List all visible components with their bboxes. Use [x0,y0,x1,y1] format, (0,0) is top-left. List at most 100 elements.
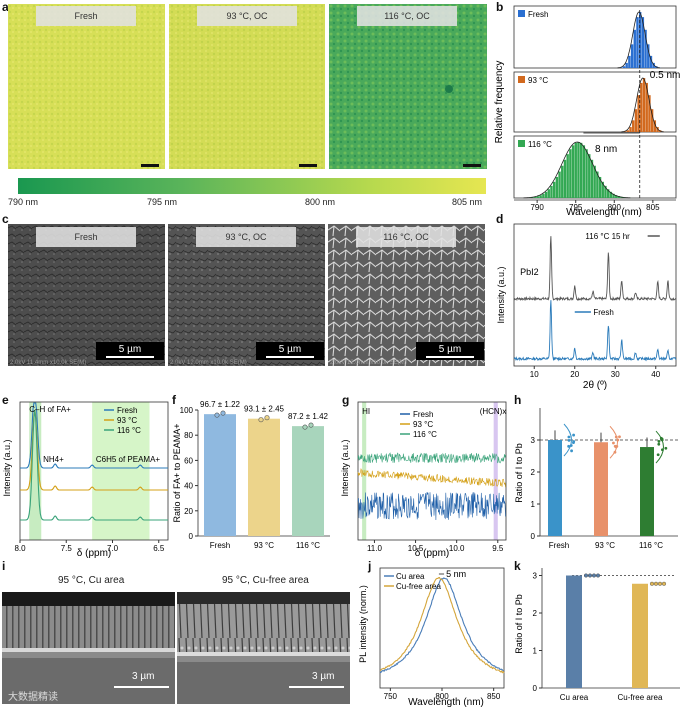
cross-section-cu-texture [2,592,175,704]
y-tick-label: 0 [189,532,194,541]
peak-annotation: C–H of FA+ [29,405,71,414]
sem-footer: 2.0kV 12.0mm x10.0k SE(M) [170,360,247,366]
histogram-bar [640,82,643,132]
peak-annotation: NH4+ [43,455,64,464]
chart-f: 0 20 40 60 80 100 96.7 ± 1.22 Fresh 93.1 ± 2.45 9… [172,400,330,550]
bar-plot: 0 1 2 3 Fresh 93 °C 116 °C [531,408,678,550]
histogram-bar [650,109,654,132]
legend-label: 93 °C [528,76,548,85]
scale-text: 5 µm [278,344,302,355]
legend-label: Cu area [396,572,425,581]
sem-footer-text: 2.0kV 11.4mm x10.0k SE(M) [10,360,86,366]
bar [548,440,562,536]
histogram-bar [656,127,659,132]
sem-footer: 2.0kV 11.4mm x10.0k SE(M) [10,360,86,366]
legend-label: Fresh [528,10,548,19]
legend-swatch [518,140,525,147]
y-axis-label: Ratio of FA+ to PEAMA+ [172,423,182,522]
histogram-bar [596,171,599,198]
histogram-bar [647,44,650,68]
histogram-bar [534,196,537,198]
histogram-bar [561,165,564,198]
scale-text: 5 µm [118,344,142,355]
colorbar-tick: 795 nm [147,197,178,207]
legend-label: Fresh [413,410,433,419]
y-axis-label: Intensity (a.u.) [496,266,506,323]
histogram-bar [574,142,577,198]
data-point [572,433,576,437]
panel-label-a: a [2,0,9,14]
pl-map-label: 116 °C, OC [357,6,457,26]
chart-h: 0 1 2 3 Fresh 93 °C 116 °C Ratio of I to Pb [514,408,678,550]
pl-map-93c-texture [169,4,325,169]
bar-plot: 0 20 40 60 80 100 96.7 ± 1.22 Fresh 93.1 ± 2.45 9… [180,400,330,550]
colorbar [18,178,486,194]
peak-annotation: PbI2 [520,267,539,277]
data-point [264,415,270,421]
data-point [258,417,264,423]
histogram-bar [539,195,542,198]
plot-frame [357,401,507,541]
histogram-bar [648,95,651,132]
x-tick-label: 40 [651,370,660,379]
legend-label: 116 °C [528,140,552,149]
data-point [567,435,571,439]
violin [655,430,664,464]
histogram-bar [566,154,569,198]
histogram-bar [625,62,628,68]
data-point [661,448,664,452]
x-tick-label: 30 [611,370,620,379]
x-tick-label: 8.0 [14,544,26,553]
x-axis-label: 2θ (º) [583,380,607,391]
y-axis-label: Ratio of I to Pb [514,594,524,654]
y-tick-label: 0 [533,684,538,693]
sem-fresh: Fresh 5 µm 2.0kV 11.4mm x10.0k SE(M) [8,224,165,366]
y-tick-label: 60 [184,456,193,465]
y-axis-label: Ratio of I to Pb [514,443,524,503]
pl-map-fresh: Fresh [8,4,165,169]
x-tick-label: Fresh [549,541,569,550]
x-tick-label: 805 [646,203,660,212]
legend-label: Fresh [593,308,613,317]
data-label: 96.7 ± 1.22 [200,400,241,409]
histogram-bar [641,17,645,68]
histogram-bar [645,82,648,132]
peak-annotation: C6H5 of PEAMA+ [96,455,161,464]
y-axis-label: Intensity (a.u.) [340,439,350,496]
histogram-bar [615,195,618,198]
y-axis-label: Intensity (a.u.) [2,439,12,496]
nmr-trace [20,402,168,469]
data-point [220,410,226,416]
x-tick-label: 6.5 [153,544,165,553]
sem-footer: 2.0kV 12.0mm x10.0k SE(M) [330,360,407,366]
data-point [653,581,658,586]
x-tick-label: 11.0 [367,544,383,553]
histogram-bar [612,193,615,198]
histogram-bar [550,185,553,198]
sem-scale-bar: 5 µm [416,342,484,360]
histogram-bar [571,145,575,198]
histogram-bar [593,165,596,198]
x-tick-label: 93 °C [595,541,615,550]
histogram-bar [601,181,604,198]
nmr-trace [20,409,168,491]
data-point [661,581,666,586]
histogram-bar [622,66,626,68]
sem-label: 93 °C, OC [196,227,296,247]
data-point [591,573,596,578]
xrd-trace [513,300,677,362]
nmr-trace [357,467,506,488]
histogram-bar [598,176,602,198]
scale-bar [299,164,317,167]
scale-bar [289,686,344,688]
plot-frame [513,223,677,367]
x-tick-label: 750 [384,692,398,701]
cross-section-label: 95 °C, Cu-free area [222,575,309,586]
peak-annotation: (HCN)x [480,407,507,416]
chart-k: 0 1 2 3 Cu area Cu-free area Ratio of I to Pb [514,568,680,702]
legend-label: 93 °C [117,416,137,425]
